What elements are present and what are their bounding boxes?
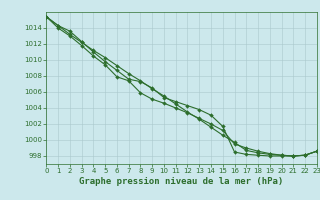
X-axis label: Graphe pression niveau de la mer (hPa): Graphe pression niveau de la mer (hPa) xyxy=(79,177,284,186)
